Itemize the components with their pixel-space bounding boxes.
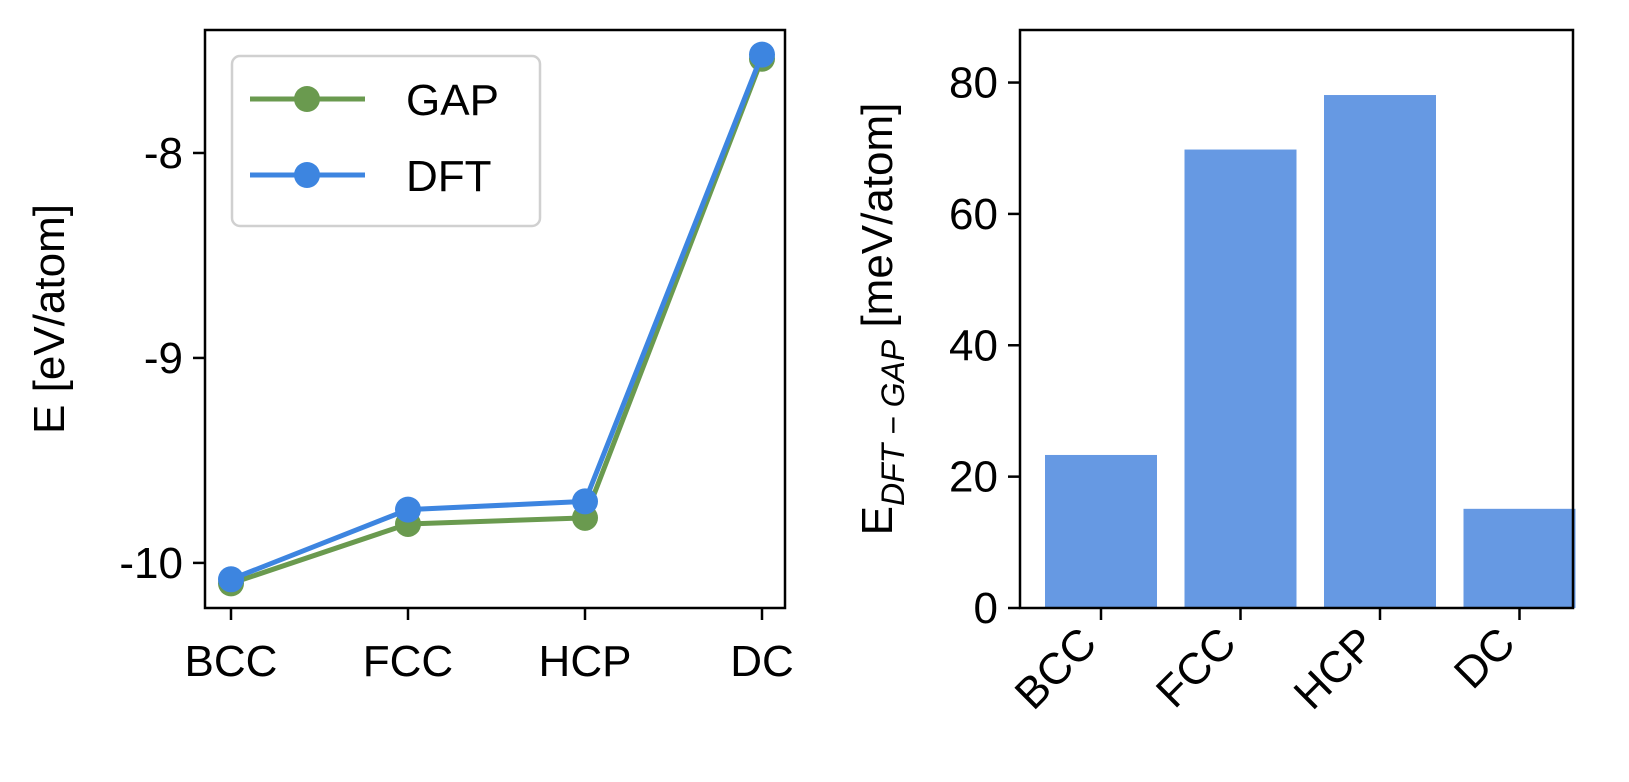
line-chart-y-tick-label: -9: [144, 334, 183, 383]
bar-chart-x-tick-label: FCC: [1147, 618, 1246, 717]
point-dft-hcp: [572, 488, 598, 515]
line-chart-x-tick-label: FCC: [363, 637, 453, 686]
series-line-gap: [230, 57, 765, 586]
bar-chart-y-axis-label: EDFT − GAP [meV/atom]: [853, 103, 911, 536]
bar-chart-x-tick-label: DC: [1445, 618, 1525, 698]
bar-chart-x-tick-label: HCP: [1285, 618, 1385, 718]
point-dft-dc: [749, 41, 775, 68]
bar-bcc: [1045, 454, 1157, 608]
bar-chart-bars: [1045, 95, 1576, 609]
line-chart-x-tick-label: DC: [730, 637, 794, 686]
line-chart-y-tick-label: -8: [144, 129, 183, 178]
legend-gap-label: GAP: [406, 76, 499, 125]
bar-chart-y-label-main: E: [853, 506, 902, 535]
bar-hcp: [1324, 95, 1436, 608]
line-chart-y-tick-label: -10: [119, 539, 183, 588]
line-chart-frame: [203, 28, 787, 610]
legend-dft-marker: [294, 162, 320, 188]
line-chart-x-tick-label: BCC: [185, 637, 278, 686]
point-dft-bcc: [218, 566, 244, 593]
bar-chart-y-tick-label: 60: [949, 190, 998, 239]
bar-chart-y-label-unit: [meV/atom]: [853, 103, 902, 340]
bar-chart-y-label-subscript: DFT − GAP: [875, 339, 911, 506]
bar-chart-y-tick-label: 20: [949, 453, 998, 502]
bar-chart-y-tick-label: 0: [974, 584, 998, 633]
series-line-dft: [230, 53, 765, 582]
bar-chart-y-tick-label: 80: [949, 59, 998, 108]
bar-chart-y-tick-label: 40: [949, 321, 998, 370]
bar-dc: [1463, 508, 1576, 608]
line-chart-y-axis-label: E [eV/atom]: [25, 204, 74, 434]
bar-fcc: [1184, 149, 1297, 609]
bar-chart-panel: 0 20 40 60 80 BCC FCC HCP DC EDFT − GAP [meV/ato…: [853, 28, 1576, 719]
bar-chart-x-tick-label: BCC: [1006, 618, 1106, 718]
line-chart-x-tick-label: HCP: [539, 637, 632, 686]
legend-gap-marker: [294, 86, 320, 112]
bar-chart-frame: [1018, 28, 1575, 610]
point-dft-fcc: [395, 496, 421, 523]
legend: GAP DFT: [230, 54, 542, 228]
line-chart-series: [218, 41, 775, 597]
legend-dft-label: DFT: [406, 152, 492, 201]
